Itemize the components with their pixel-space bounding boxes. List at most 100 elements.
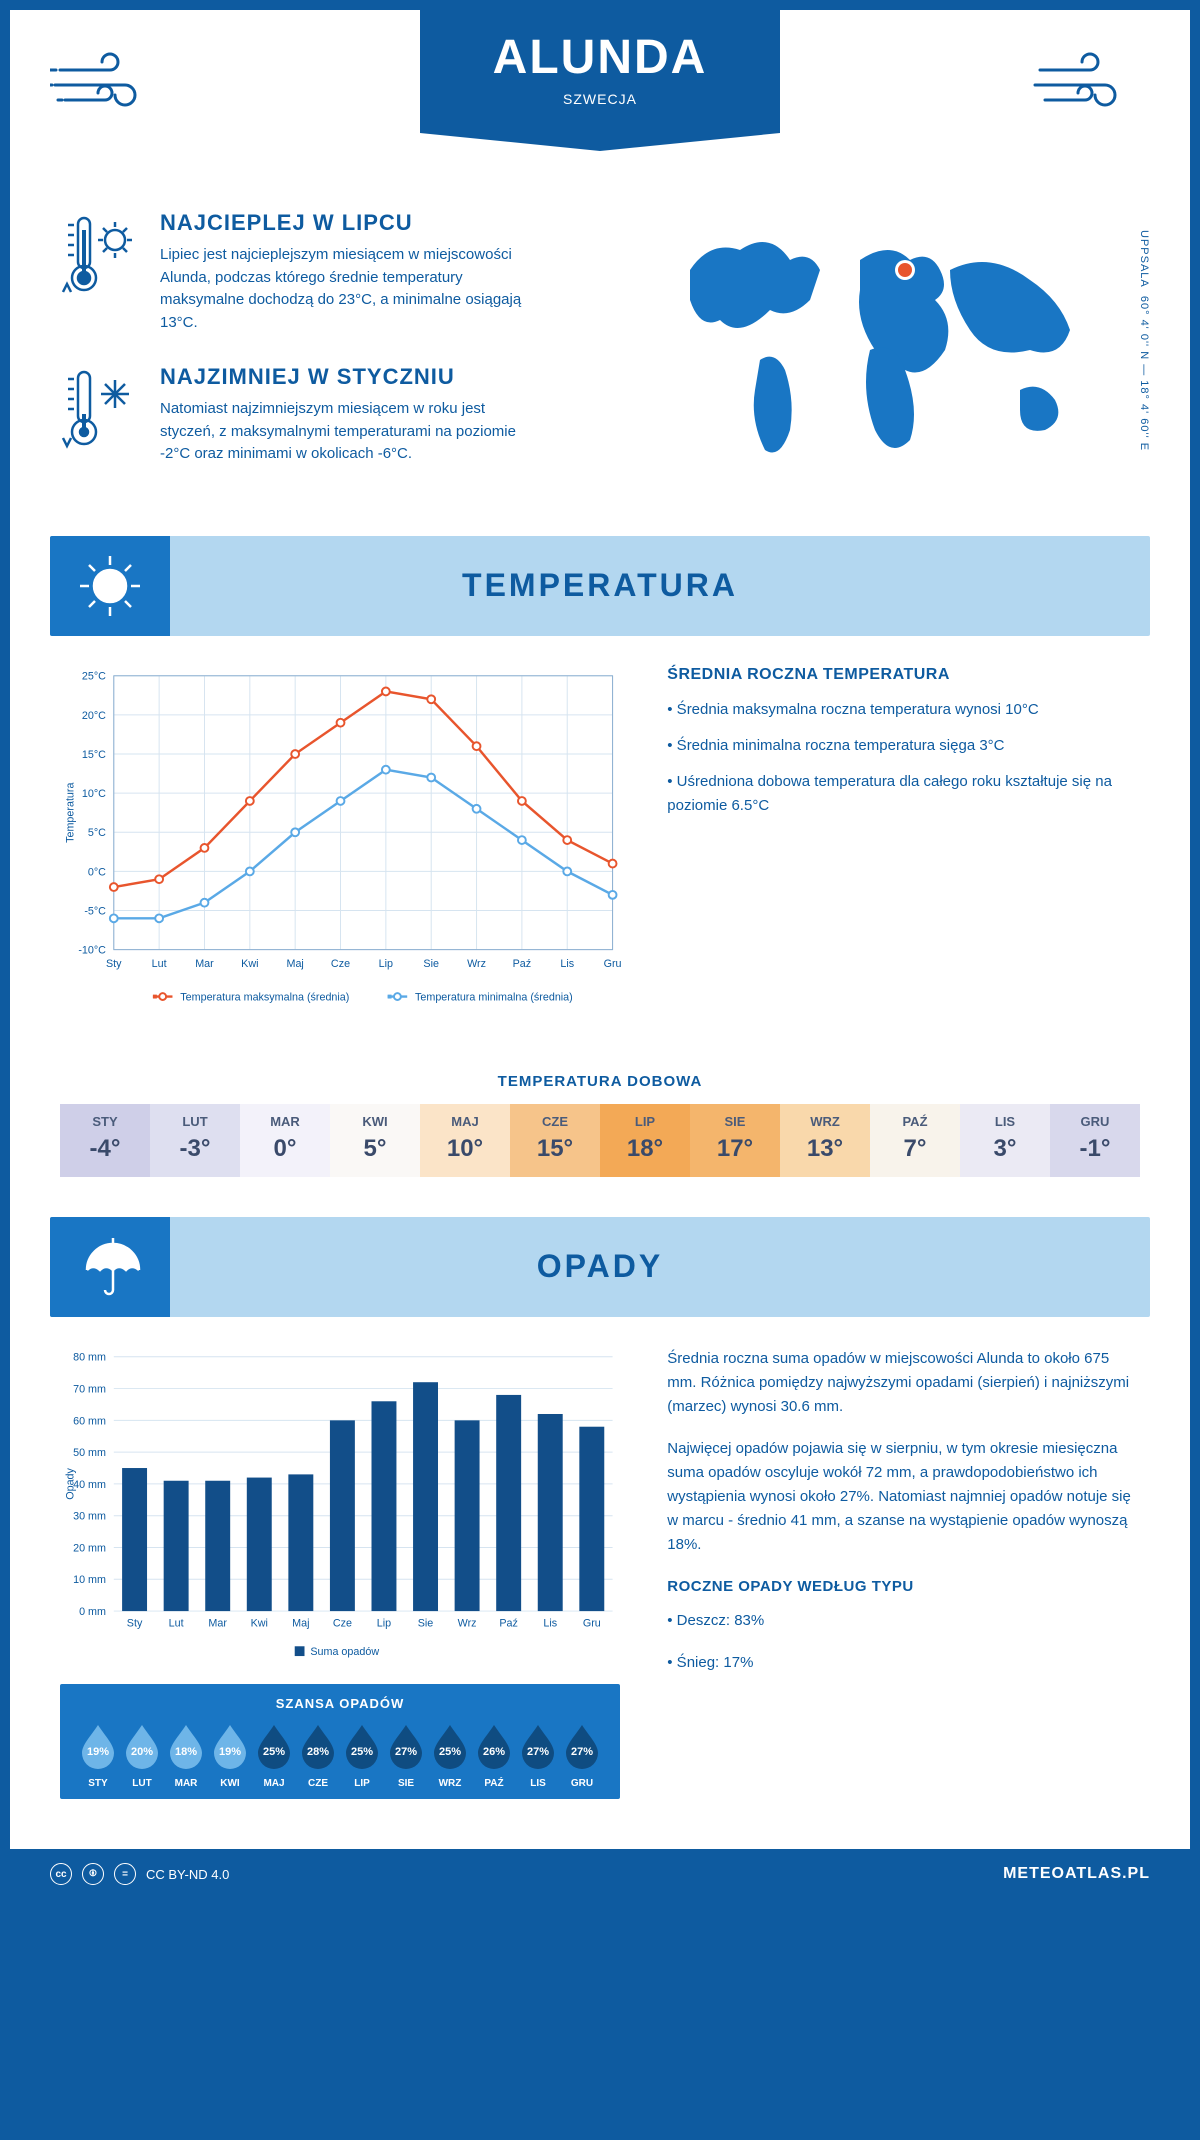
svg-text:27%: 27% [527, 1746, 549, 1758]
page-subtitle: SZWECJA [420, 91, 780, 107]
svg-text:Lis: Lis [543, 1617, 557, 1629]
by-icon: 🅯 [82, 1863, 104, 1885]
daily-cell: SIE17° [690, 1104, 780, 1177]
svg-text:Kwi: Kwi [241, 958, 258, 970]
svg-text:Gru: Gru [583, 1617, 601, 1629]
svg-text:Gru: Gru [604, 958, 622, 970]
svg-text:28%: 28% [307, 1746, 329, 1758]
svg-text:Lip: Lip [377, 1617, 391, 1629]
sun-icon [50, 536, 170, 636]
daily-cell: KWI5° [330, 1104, 420, 1177]
svg-text:26%: 26% [483, 1746, 505, 1758]
thermometer-sun-icon [60, 210, 140, 334]
svg-text:19%: 19% [219, 1746, 241, 1758]
footer: cc 🅯 = CC BY-ND 4.0 METEOATLAS.PL [10, 1849, 1190, 1899]
daily-cell: LUT-3° [150, 1104, 240, 1177]
svg-text:5°C: 5°C [88, 827, 106, 839]
svg-text:Paź: Paź [499, 1617, 518, 1629]
precip-type-bullet: • Śnieg: 17% [667, 1651, 1140, 1675]
chance-title: SZANSA OPADÓW [76, 1696, 604, 1711]
svg-text:15°C: 15°C [82, 748, 106, 760]
chance-drop: 25% WRZ [428, 1721, 472, 1789]
svg-text:Maj: Maj [292, 1617, 309, 1629]
svg-text:80 mm: 80 mm [73, 1351, 106, 1363]
precip-type-bullet: • Deszcz: 83% [667, 1609, 1140, 1633]
daily-cell: MAJ10° [420, 1104, 510, 1177]
chance-drop: 25% LIP [340, 1721, 384, 1789]
svg-text:Mar: Mar [195, 958, 214, 970]
svg-text:25%: 25% [439, 1746, 461, 1758]
section-title: OPADY [537, 1248, 663, 1285]
daily-cell: LIP18° [600, 1104, 690, 1177]
svg-text:Lip: Lip [379, 958, 393, 970]
svg-text:Temperatura maksymalna (średni: Temperatura maksymalna (średnia) [180, 991, 349, 1003]
svg-text:Sty: Sty [106, 958, 122, 970]
wind-icon [50, 40, 170, 134]
coordinates-label: UPPSALA 60° 4' 0'' N — 18° 4' 60'' E [1138, 230, 1150, 451]
chance-drop: 28% CZE [296, 1721, 340, 1789]
chance-drop: 19% KWI [208, 1721, 252, 1789]
precip-type-title: ROCZNE OPADY WEDŁUG TYPU [667, 1575, 1140, 1599]
hottest-title: NAJCIEPLEJ W LIPCU [160, 210, 540, 236]
intro-section: NAJCIEPLEJ W LIPCU Lipiec jest najcieple… [10, 170, 1190, 526]
page-title: ALUNDA [420, 30, 780, 85]
section-title: TEMPERATURA [462, 567, 738, 604]
svg-text:Sie: Sie [423, 958, 439, 970]
svg-text:Kwi: Kwi [251, 1617, 268, 1629]
coldest-title: NAJZIMNIEJ W STYCZNIU [160, 364, 540, 390]
svg-text:20%: 20% [131, 1746, 153, 1758]
coldest-text: Natomiast najzimniejszym miesiącem w rok… [160, 398, 540, 466]
svg-text:25%: 25% [351, 1746, 373, 1758]
daily-temp-grid: STY-4°LUT-3°MAR0°KWI5°MAJ10°CZE15°LIP18°… [60, 1104, 1140, 1177]
chance-drop: 18% MAR [164, 1721, 208, 1789]
temperature-line-chart: -10°C-5°C0°C5°C10°C15°C20°C25°CStyLutMar… [60, 666, 627, 1023]
svg-text:0 mm: 0 mm [79, 1606, 106, 1618]
svg-text:25%: 25% [263, 1746, 285, 1758]
chance-drop: 27% GRU [560, 1721, 604, 1789]
svg-text:Sie: Sie [418, 1617, 434, 1629]
daily-temp-title: TEMPERATURA DOBOWA [10, 1073, 1190, 1090]
chance-drop: 27% LIS [516, 1721, 560, 1789]
svg-text:Temperatura: Temperatura [65, 782, 77, 842]
world-map-icon [660, 210, 1140, 495]
svg-text:Lut: Lut [169, 1617, 184, 1629]
daily-cell: CZE15° [510, 1104, 600, 1177]
thermometer-snow-icon [60, 364, 140, 466]
title-banner: ALUNDA SZWECJA [420, 10, 780, 133]
svg-text:-10°C: -10°C [78, 944, 106, 956]
svg-text:20 mm: 20 mm [73, 1542, 106, 1554]
precipitation-summary: Średnia roczna suma opadów w miejscowośc… [667, 1347, 1140, 1800]
summary-bullet: • Uśredniona dobowa temperatura dla całe… [667, 770, 1140, 818]
svg-text:Wrz: Wrz [458, 1617, 477, 1629]
daily-cell: LIS3° [960, 1104, 1050, 1177]
daily-cell: PAŹ7° [870, 1104, 960, 1177]
svg-text:40 mm: 40 mm [73, 1478, 106, 1490]
daily-cell: WRZ13° [780, 1104, 870, 1177]
coldest-block: NAJZIMNIEJ W STYCZNIU Natomiast najzimni… [60, 364, 620, 466]
daily-cell: STY-4° [60, 1104, 150, 1177]
precipitation-bar-chart: 0 mm10 mm20 mm30 mm40 mm50 mm60 mm70 mm8… [60, 1347, 627, 1670]
svg-text:25°C: 25°C [82, 670, 106, 682]
svg-text:Cze: Cze [333, 1617, 352, 1629]
daily-cell: MAR0° [240, 1104, 330, 1177]
temperature-header: TEMPERATURA [50, 536, 1150, 636]
svg-text:Temperatura minimalna (średnia: Temperatura minimalna (średnia) [415, 991, 573, 1003]
nd-icon: = [114, 1863, 136, 1885]
chance-drop: 19% STY [76, 1721, 120, 1789]
svg-text:Mar: Mar [208, 1617, 227, 1629]
summary-bullet: • Średnia maksymalna roczna temperatura … [667, 698, 1140, 722]
summary-bullet: • Średnia minimalna roczna temperatura s… [667, 734, 1140, 758]
svg-text:Suma opadów: Suma opadów [310, 1646, 379, 1658]
chance-drop: 26% PAŹ [472, 1721, 516, 1789]
svg-text:27%: 27% [571, 1746, 593, 1758]
svg-text:10 mm: 10 mm [73, 1574, 106, 1586]
precipitation-chance-box: SZANSA OPADÓW 19% STY 20% LUT 18% MAR 19… [60, 1684, 620, 1799]
umbrella-icon [50, 1217, 170, 1317]
precip-p1: Średnia roczna suma opadów w miejscowośc… [667, 1347, 1140, 1419]
chance-drop: 20% LUT [120, 1721, 164, 1789]
wind-icon [1030, 40, 1150, 134]
svg-text:70 mm: 70 mm [73, 1383, 106, 1395]
svg-text:-5°C: -5°C [84, 905, 106, 917]
svg-text:30 mm: 30 mm [73, 1510, 106, 1522]
cc-icon: cc [50, 1863, 72, 1885]
